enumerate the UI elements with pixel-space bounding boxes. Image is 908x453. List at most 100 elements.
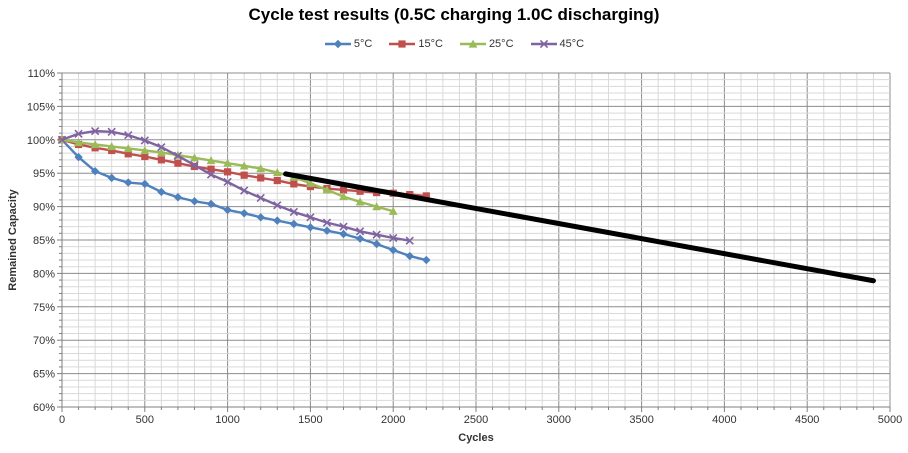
marker-diamond <box>124 178 133 187</box>
tick-labels: 0 500 1000 1500 2000 2500 3000 3500 4000 4500 5000… <box>27 68 902 426</box>
x-tick-label: 0 <box>59 414 65 426</box>
marker-triangle <box>388 206 398 215</box>
marker-xmark <box>389 233 398 243</box>
x-tick-label: 3000 <box>547 414 571 426</box>
y-tick-label: 110% <box>28 68 56 80</box>
marker-diamond <box>339 229 348 239</box>
marker-diamond <box>389 245 398 255</box>
marker-triangle <box>140 146 150 155</box>
marker-diamond <box>107 173 116 183</box>
marker-xmark <box>74 129 83 138</box>
gridlines <box>61 72 891 408</box>
x-axis-title: Cycles <box>458 432 493 444</box>
marker-xmark <box>405 236 414 245</box>
marker-triangle <box>339 192 348 201</box>
legend: 5°C 15°C 25°C 45°C <box>0 38 908 50</box>
marker-diamond <box>289 219 299 229</box>
axes <box>57 72 891 412</box>
marker-xmark <box>539 39 548 49</box>
marker-diamond <box>273 216 282 225</box>
legend-item-15c: 15°C <box>388 38 443 50</box>
marker-square <box>224 168 232 176</box>
legend-marker-icon <box>530 39 557 49</box>
marker-xmark <box>322 218 332 227</box>
marker-triangle <box>256 164 266 173</box>
y-tick-label: 100% <box>27 135 55 147</box>
series-line <box>61 129 410 242</box>
x-tick-label: 4000 <box>712 414 736 426</box>
marker-square <box>398 40 406 48</box>
y-tick-label: 105% <box>27 101 55 113</box>
legend-item-25c: 25°C <box>459 38 514 50</box>
series-25c <box>57 135 398 215</box>
marker-triangle <box>156 148 166 157</box>
y-tick-label: 65% <box>33 369 55 381</box>
marker-xmark <box>173 151 183 160</box>
x-tick-label: 4500 <box>795 414 819 426</box>
marker-xmark <box>223 177 232 187</box>
marker-square <box>174 159 182 167</box>
y-tick-label: 80% <box>33 268 55 280</box>
marker-diamond <box>206 199 216 209</box>
marker-triangle <box>107 142 117 151</box>
marker-diamond <box>372 239 381 249</box>
marker-xmark <box>306 213 315 222</box>
marker-diamond <box>90 166 100 176</box>
marker-xmark <box>372 230 381 239</box>
trend-line <box>283 171 876 284</box>
marker-triangle <box>272 168 282 177</box>
marker-diamond <box>306 223 315 232</box>
marker-xmark <box>239 186 249 195</box>
series-45c <box>57 126 414 245</box>
legend-item-5c: 5°C <box>324 38 372 50</box>
trend-line-segment <box>283 171 876 284</box>
marker-diamond <box>333 39 343 49</box>
marker-diamond <box>157 187 166 197</box>
marker-triangle <box>74 138 83 147</box>
marker-square <box>290 180 298 188</box>
y-tick-label: 95% <box>33 168 55 180</box>
x-tick-label: 5000 <box>878 414 902 426</box>
marker-triangle <box>223 158 232 167</box>
marker-triangle <box>190 153 199 162</box>
x-tick-label: 1500 <box>298 414 322 426</box>
y-tick-label: 90% <box>33 202 55 214</box>
marker-diamond <box>256 213 265 222</box>
marker-xmark <box>157 142 166 152</box>
legend-marker-icon <box>389 40 416 48</box>
marker-xmark <box>289 207 299 217</box>
marker-square <box>422 192 430 200</box>
chart-title: Cycle test results (0.5C charging 1.0C d… <box>248 5 660 24</box>
marker-square <box>141 152 149 161</box>
marker-triangle <box>239 161 249 170</box>
legend-marker-icon <box>459 39 486 48</box>
marker-diamond <box>322 226 332 235</box>
marker-triangle <box>306 178 315 187</box>
x-tick-label: 3500 <box>629 414 653 426</box>
marker-diamond <box>355 234 365 243</box>
marker-triangle <box>206 156 216 165</box>
marker-square <box>157 156 165 164</box>
marker-diamond <box>422 255 431 265</box>
marker-xmark <box>107 127 116 136</box>
marker-diamond <box>173 193 183 202</box>
legend-label: 45°C <box>559 38 585 50</box>
marker-square <box>273 176 281 185</box>
marker-square <box>124 150 132 158</box>
marker-triangle <box>322 185 332 194</box>
marker-triangle <box>468 39 478 48</box>
marker-diamond <box>140 179 149 189</box>
y-tick-label: 60% <box>33 402 55 414</box>
marker-triangle <box>90 140 100 149</box>
marker-square <box>108 146 116 155</box>
marker-xmark <box>256 193 265 203</box>
x-tick-label: 2000 <box>381 414 405 426</box>
marker-xmark <box>206 170 216 179</box>
x-tick-label: 1000 <box>215 414 239 426</box>
y-tick-label: 85% <box>33 235 55 247</box>
marker-square <box>207 165 215 173</box>
marker-xmark <box>90 126 100 136</box>
x-tick-label: 2500 <box>464 414 488 426</box>
marker-square <box>339 186 348 194</box>
